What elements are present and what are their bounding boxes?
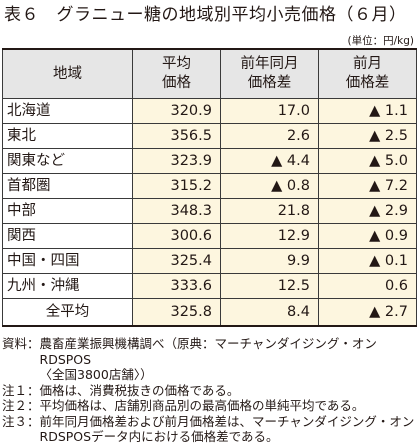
cell-mom-diff: ▲ 2.5 [318, 123, 417, 149]
table-row: 北海道 320.9 17.0 ▲ 1.1 [2, 98, 417, 124]
notes-section: 資料： 農畜産業振興機構調べ（原典：マーチャンダイジング・オンRDSPOS 〈全… [2, 336, 416, 445]
cell-mom-diff: ▲ 0.9 [318, 223, 417, 249]
column-header-mom-diff: 前月 価格差 [318, 48, 417, 99]
cell-region: 中国・四国 [2, 248, 133, 274]
cell-region: 首都圏 [2, 173, 133, 199]
cell-region: 北海道 [2, 98, 133, 124]
table-row: 関東など 323.9 ▲ 4.4 ▲ 5.0 [2, 148, 417, 174]
cell-mom-diff: ▲ 2.7 [318, 298, 417, 327]
cell-avg-price: 356.5 [132, 123, 221, 149]
cell-yoy-diff: ▲ 4.4 [220, 148, 319, 174]
column-header-yoy-diff: 前年同月 価格差 [220, 48, 319, 99]
table-row-total: 全平均 325.8 8.4 ▲ 2.7 [2, 298, 417, 327]
column-header-yoy-line1: 前年同月 [240, 56, 299, 72]
column-header-region: 地域 [2, 48, 133, 99]
note-source: 資料： 農畜産業振興機構調べ（原典：マーチャンダイジング・オンRDSPOS 〈全… [2, 336, 416, 383]
column-header-avg-price: 平均 価格 [132, 48, 221, 99]
table-row: 九州・沖縄 333.6 12.5 0.6 [2, 273, 417, 299]
table-row: 関西 300.6 12.9 ▲ 0.9 [2, 223, 417, 249]
cell-yoy-diff: 12.5 [220, 273, 319, 299]
column-header-avg-price-line1: 平均 [162, 56, 191, 72]
cell-mom-diff: ▲ 2.9 [318, 198, 417, 224]
note-text: 前年同月価格差および前月価格差は、マーチャンダイジング・オン RDSPOSデータ… [40, 414, 416, 445]
unit-label: (単位：円/kg) [347, 35, 414, 47]
note-line: 農畜産業振興機構調べ（原典：マーチャンダイジング・オンRDSPOS [39, 336, 377, 367]
cell-yoy-diff: 9.9 [220, 248, 319, 274]
column-header-avg-price-line2: 価格 [162, 75, 191, 91]
note-text: 農畜産業振興機構調べ（原典：マーチャンダイジング・オンRDSPOS 〈全国380… [40, 336, 416, 383]
cell-region: 東北 [2, 123, 133, 149]
cell-avg-price: 315.2 [132, 173, 221, 199]
cell-yoy-diff: ▲ 0.8 [220, 173, 319, 199]
cell-region: 関東など [2, 148, 133, 174]
cell-yoy-diff: 12.9 [220, 223, 319, 249]
cell-mom-diff: ▲ 5.0 [318, 148, 417, 174]
note-text: 価格は、消費税抜きの価格である。 [40, 383, 416, 399]
cell-yoy-diff: 21.8 [220, 198, 319, 224]
table-title: 表６ グラニュー糖の地域別平均小売価格（６月） [4, 5, 407, 25]
note-2: 注２： 平均価格は、店舗別商品別の最高価格の単純平均である。 [2, 398, 416, 414]
table-row: 中部 348.3 21.8 ▲ 2.9 [2, 198, 417, 224]
cell-avg-price: 320.9 [132, 98, 221, 124]
cell-region: 全平均 [2, 298, 133, 327]
note-3: 注３： 前年同月価格差および前月価格差は、マーチャンダイジング・オン RDSPO… [2, 414, 416, 445]
cell-avg-price: 333.6 [132, 273, 221, 299]
cell-region: 九州・沖縄 [2, 273, 133, 299]
cell-avg-price: 325.8 [132, 298, 221, 327]
column-header-mom-line1: 前月 [353, 56, 382, 72]
cell-mom-diff: ▲ 1.1 [318, 98, 417, 124]
note-1: 注１： 価格は、消費税抜きの価格である。 [2, 383, 416, 399]
note-text: 平均価格は、店舗別商品別の最高価格の単純平均である。 [40, 398, 416, 414]
price-table: 地域 平均 価格 前年同月 価格差 前月 価格差 北海道 320.9 17.0 … [2, 48, 417, 327]
table-row: 首都圏 315.2 ▲ 0.8 ▲ 7.2 [2, 173, 417, 199]
cell-mom-diff: 0.6 [318, 273, 417, 299]
column-header-yoy-line2: 価格差 [247, 75, 292, 91]
note-label: 資料： [2, 336, 40, 351]
note-label: 注２： [2, 398, 40, 413]
cell-avg-price: 323.9 [132, 148, 221, 174]
note-line: 価格は、消費税抜きの価格である。 [39, 382, 240, 398]
note-label: 注３： [2, 413, 40, 429]
cell-avg-price: 300.6 [132, 223, 221, 249]
cell-yoy-diff: 8.4 [220, 298, 319, 327]
cell-region: 関西 [2, 223, 133, 249]
cell-region: 中部 [2, 198, 133, 224]
table-header-row: 地域 平均 価格 前年同月 価格差 前月 価格差 [2, 48, 417, 99]
table-row: 中国・四国 325.4 9.9 ▲ 0.1 [2, 248, 417, 274]
note-line: 〈全国3800店舗〉） [39, 367, 153, 382]
note-line: 平均価格は、店舗別商品別の最高価格の単純平均である。 [39, 398, 365, 413]
cell-yoy-diff: 17.0 [220, 98, 319, 124]
note-label: 注１： [2, 382, 40, 398]
cell-avg-price: 325.4 [132, 248, 221, 274]
cell-avg-price: 348.3 [132, 198, 221, 224]
cell-mom-diff: ▲ 0.1 [318, 248, 417, 274]
note-line: 前年同月価格差および前月価格差は、マーチャンダイジング・オン [39, 413, 415, 429]
column-header-mom-line2: 価格差 [345, 75, 390, 91]
table-row: 東北 356.5 2.6 ▲ 2.5 [2, 123, 417, 149]
cell-mom-diff: ▲ 7.2 [318, 173, 417, 199]
note-line: RDSPOSデータ内における価格差である。 [39, 429, 279, 444]
cell-yoy-diff: 2.6 [220, 123, 319, 149]
